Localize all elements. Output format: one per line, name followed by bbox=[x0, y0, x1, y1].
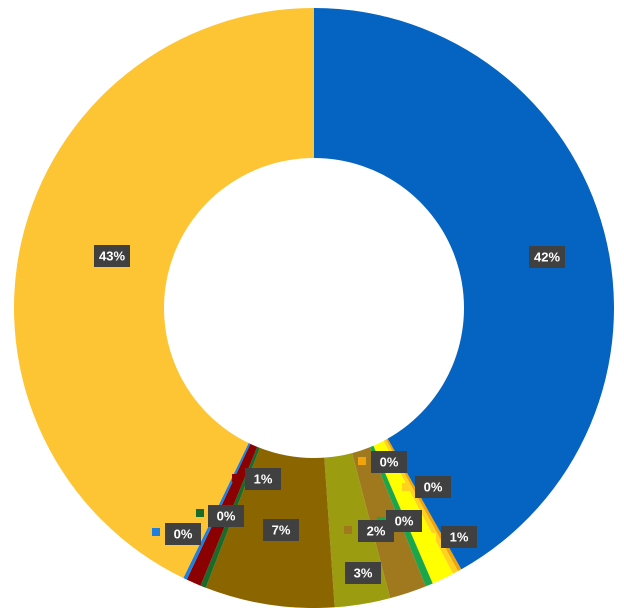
label-marker bbox=[344, 526, 352, 534]
label-marker bbox=[196, 509, 204, 517]
label-box bbox=[208, 505, 244, 527]
label-marker bbox=[358, 457, 366, 465]
label-box bbox=[165, 523, 201, 545]
data-label: 0% bbox=[217, 508, 236, 523]
data-label: 7% bbox=[272, 522, 291, 537]
label-box bbox=[371, 451, 407, 473]
label-box bbox=[245, 468, 281, 490]
label-box bbox=[358, 520, 394, 542]
slice bbox=[314, 8, 614, 570]
data-label: 43% bbox=[99, 248, 125, 263]
data-label: 1% bbox=[450, 529, 469, 544]
label-box bbox=[415, 476, 451, 498]
slice bbox=[383, 439, 458, 574]
label-box bbox=[345, 562, 381, 584]
label-marker bbox=[232, 474, 240, 482]
label-marker bbox=[428, 533, 436, 541]
label-marker bbox=[152, 528, 160, 536]
slice bbox=[14, 8, 314, 579]
data-label: 2% bbox=[367, 523, 386, 538]
label-box bbox=[386, 510, 422, 532]
data-label: 3% bbox=[354, 565, 373, 580]
data-label: 0% bbox=[395, 513, 414, 528]
label-marker bbox=[402, 483, 410, 491]
label-box bbox=[529, 246, 565, 268]
data-label: 0% bbox=[380, 454, 399, 469]
data-label: 0% bbox=[174, 526, 193, 541]
data-label: 42% bbox=[534, 249, 560, 264]
label-box bbox=[263, 519, 299, 541]
label-box bbox=[441, 526, 477, 548]
data-label: 1% bbox=[254, 471, 273, 486]
label-box bbox=[94, 245, 130, 267]
data-label: 0% bbox=[424, 479, 443, 494]
